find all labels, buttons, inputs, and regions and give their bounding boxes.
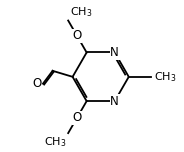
Text: O: O <box>72 29 82 42</box>
Text: O: O <box>32 77 41 90</box>
Text: CH$_3$: CH$_3$ <box>70 5 92 19</box>
Text: N: N <box>110 95 119 108</box>
Text: CH$_3$: CH$_3$ <box>44 135 67 149</box>
Text: CH$_3$: CH$_3$ <box>154 70 176 84</box>
Text: N: N <box>110 46 119 59</box>
Text: O: O <box>72 111 82 124</box>
